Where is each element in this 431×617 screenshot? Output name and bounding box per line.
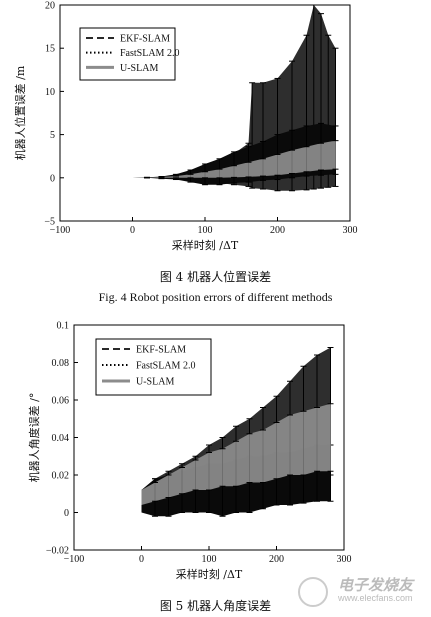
y-axis-label: 机器人角度误差 /° <box>27 393 41 483</box>
figure-5-caption-cn: 图 5 机器人角度误差 <box>159 599 272 613</box>
y-axis-label: 机器人位置误差 /m <box>13 65 27 160</box>
legend-label: U-SLAM <box>136 377 174 388</box>
x-tick-label: 300 <box>343 225 358 236</box>
x-tick-label: 100 <box>202 554 217 565</box>
y-tick-label: 20 <box>45 1 55 12</box>
x-tick-label: 300 <box>337 554 352 565</box>
legend-label: EKF-SLAM <box>136 345 186 356</box>
y-tick-label: 0.04 <box>52 433 70 444</box>
y-tick-label: −5 <box>44 217 55 228</box>
watermark-en: www.elecfans.com <box>337 593 413 603</box>
watermark-cn: 电子发烧友 <box>337 577 413 594</box>
x-tick-label: 0 <box>139 554 144 565</box>
chart-2: −100 0 100 200 300 −0.02 0 0.02 0.04 0.06 0.08 0.1 采… <box>27 321 352 582</box>
y-tick-label: 0.08 <box>52 358 70 369</box>
x-tick-label: 200 <box>269 554 284 565</box>
y-tick-label: 5 <box>50 130 55 141</box>
figure-4-caption-cn: 图 4 机器人位置误差 <box>159 270 272 284</box>
series-band-u-slam <box>132 140 336 178</box>
x-tick-label: 100 <box>198 225 213 236</box>
y-tick-label: 15 <box>45 44 55 55</box>
y-tick-label: 0.06 <box>52 396 70 407</box>
y-tick-label: 0.02 <box>52 471 70 482</box>
y-tick-label: 0 <box>50 173 55 184</box>
y-tick-label: 0.1 <box>57 321 70 332</box>
figure-4-caption-en: Fig. 4 Robot position errors of differen… <box>98 290 333 304</box>
x-axis-label: 采样时刻 /ΔT <box>176 567 243 581</box>
y-tick-label: 0 <box>64 508 69 519</box>
legend-label: FastSLAM 2.0 <box>120 48 179 59</box>
y-tick-label: −0.02 <box>46 546 69 557</box>
x-axis-label: 采样时刻 /ΔT <box>172 238 239 252</box>
legend-box <box>79 27 176 81</box>
x-tick-label: −100 <box>64 554 85 565</box>
legend-label: U-SLAM <box>120 63 158 74</box>
x-tick-label: −100 <box>50 225 71 236</box>
legend-label: EKF-SLAM <box>120 34 170 45</box>
y-tick-label: 10 <box>45 87 55 98</box>
legend-label: FastSLAM 2.0 <box>136 361 195 372</box>
x-tick-label: 0 <box>130 225 135 236</box>
watermark: 电子发烧友 www.elecfans.com <box>338 574 413 603</box>
x-tick-label: 200 <box>270 225 285 236</box>
watermark-logo-icon <box>298 577 328 607</box>
chart-1: −100 0 100 200 300 −5 0 5 10 15 20 采样时刻 /ΔT 机器人位置误差 … <box>13 1 358 253</box>
